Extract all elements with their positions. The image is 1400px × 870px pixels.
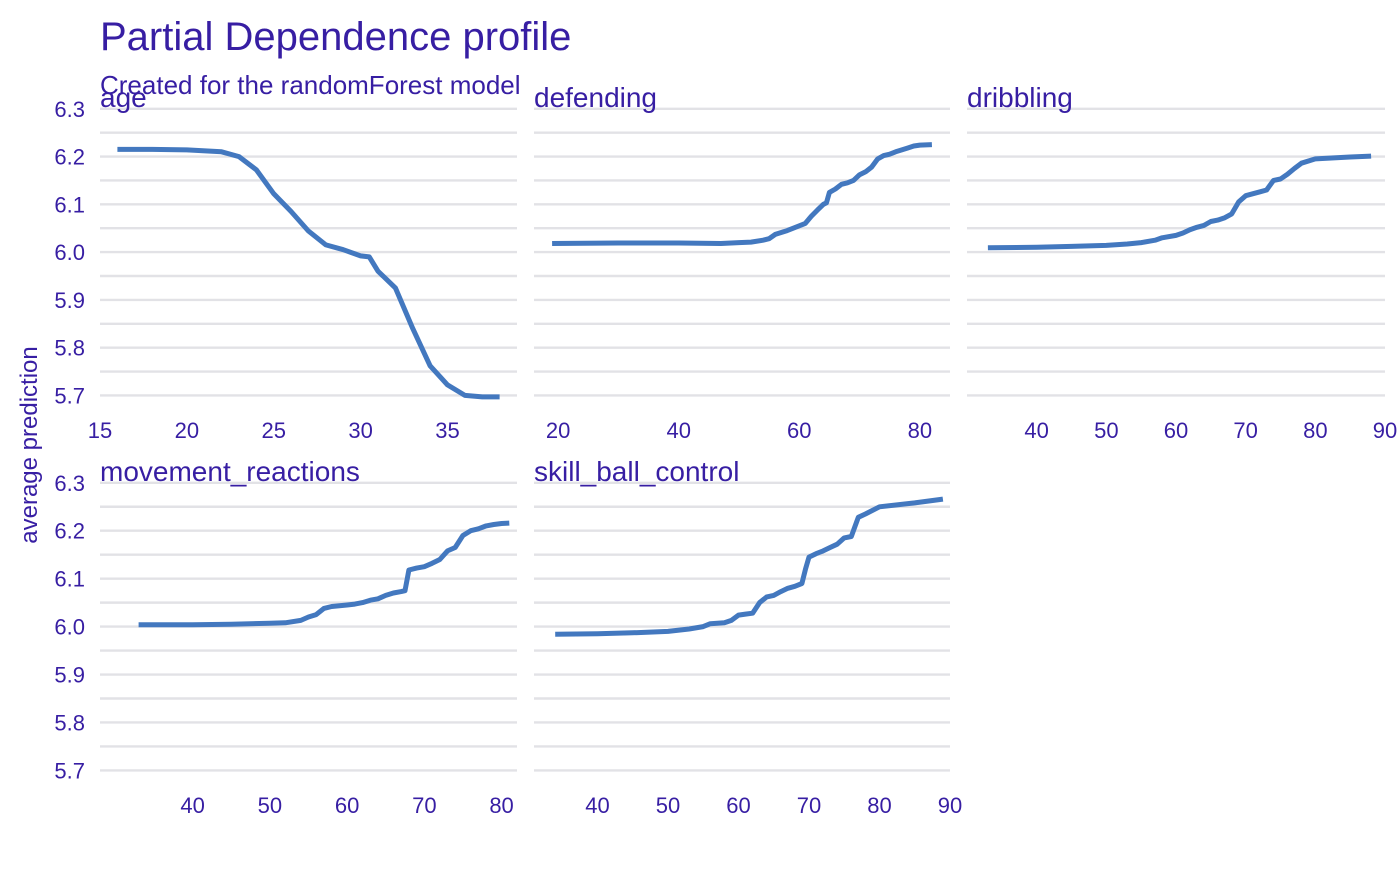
x-tick-label: 50 [258, 793, 282, 818]
x-tick-label: 50 [1094, 418, 1118, 443]
facet-panel-defending: defending 20 40 60 80 [534, 82, 950, 443]
x-tick-label: 40 [666, 418, 690, 443]
x-tick-label: 15 [88, 418, 112, 443]
y-tick-label: 5.9 [54, 663, 85, 688]
x-tick-label: 25 [262, 418, 286, 443]
facet-panel-skill_ball_control: skill_ball_control 40 50 60 70 80 90 [534, 456, 962, 818]
x-tick-label: 80 [867, 793, 891, 818]
y-tick-label: 6.0 [54, 240, 85, 265]
x-tick-label: 50 [656, 793, 680, 818]
pdp-series-line [555, 496, 944, 637]
pdp-series-line [138, 520, 510, 628]
x-tick-label: 40 [180, 793, 204, 818]
chart-subtitle: Created for the randomForest model [100, 70, 521, 100]
facet-label: defending [534, 82, 657, 113]
chart-title: Partial Dependence profile [100, 15, 571, 59]
pdp-series-line [117, 146, 500, 400]
x-tick-label: 70 [412, 793, 436, 818]
y-tick-label: 5.8 [54, 336, 85, 361]
facet-panel-age: age 5.7 5.8 5.9 6.0 6.1 6.2 6.3 15 20 25 30 35 [54, 82, 517, 443]
x-tick-label: 40 [1024, 418, 1048, 443]
x-tick-label: 30 [348, 418, 372, 443]
x-tick-label: 80 [1303, 418, 1327, 443]
x-tick-label: 70 [1233, 418, 1257, 443]
y-tick-label: 6.1 [54, 567, 85, 592]
x-tick-label: 70 [797, 793, 821, 818]
x-tick-label: 90 [1373, 418, 1397, 443]
pdp-series-line [987, 153, 1372, 251]
y-tick-label: 6.2 [54, 519, 85, 544]
facet-panel-dribbling: dribbling 40 50 60 70 80 90 [967, 82, 1397, 443]
x-tick-label: 60 [335, 793, 359, 818]
x-tick-label: 80 [489, 793, 513, 818]
y-tick-label: 5.7 [54, 383, 85, 408]
x-tick-label: 20 [175, 418, 199, 443]
x-tick-label: 40 [585, 793, 609, 818]
facet-label: dribbling [967, 82, 1073, 113]
x-tick-label: 35 [435, 418, 459, 443]
y-tick-label: 5.8 [54, 710, 85, 735]
y-tick-label: 6.3 [54, 471, 85, 496]
y-tick-label: 6.2 [54, 145, 85, 170]
x-tick-label: 60 [1164, 418, 1188, 443]
y-tick-label: 6.3 [54, 97, 85, 122]
x-tick-label: 60 [787, 418, 811, 443]
x-tick-label: 20 [546, 418, 570, 443]
facet-label: age [100, 82, 147, 113]
facet-label: movement_reactions [100, 456, 360, 487]
x-tick-label: 80 [908, 418, 932, 443]
y-tick-label: 5.7 [54, 758, 85, 783]
y-tick-label: 5.9 [54, 288, 85, 313]
x-tick-label: 90 [938, 793, 962, 818]
y-tick-label: 6.0 [54, 615, 85, 640]
facet-panel-movement_reactions: movement_reactions 5.7 5.8 5.9 6.0 6.1 6.2 6.3 4… [54, 456, 517, 818]
pdp-series-line [552, 142, 933, 246]
x-tick-label: 60 [726, 793, 750, 818]
y-axis-title: average prediction [16, 346, 43, 543]
facet-label: skill_ball_control [534, 456, 739, 487]
y-tick-label: 6.1 [54, 192, 85, 217]
